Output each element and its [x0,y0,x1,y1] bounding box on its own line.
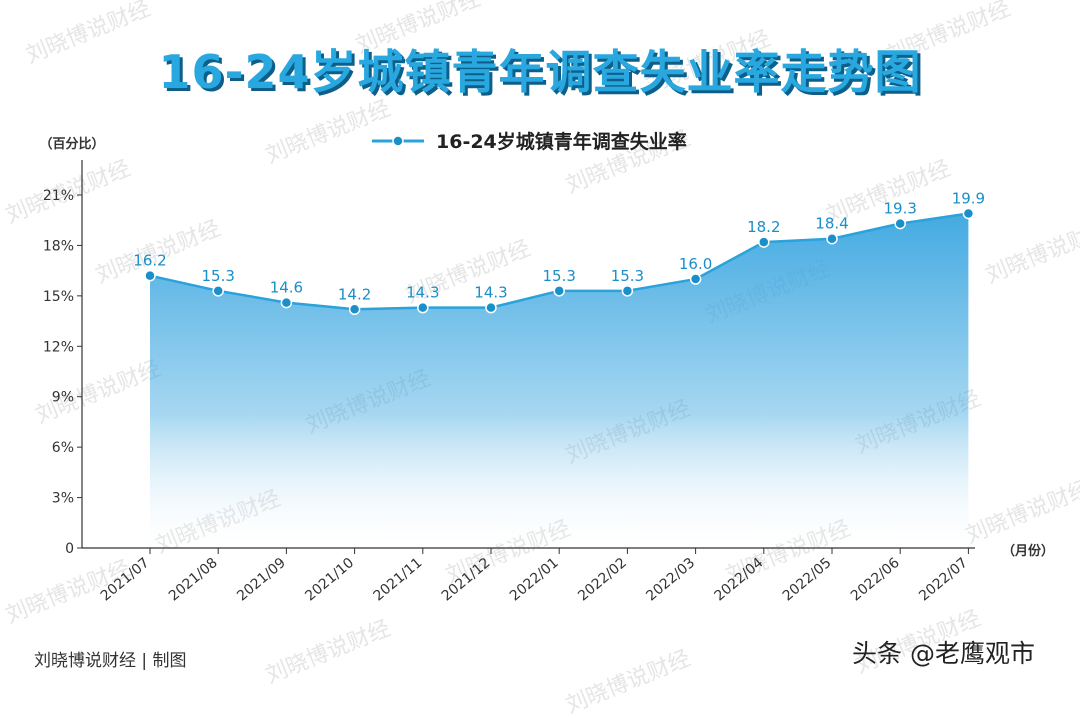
legend-marker [392,135,404,147]
x-tick-label: 2022/01 [507,555,562,605]
data-point [485,301,497,314]
data-point [689,273,702,285]
x-tick-label: 2021/12 [439,555,494,605]
y-tick-label: 6% [52,440,74,456]
x-axis-unit-label: （月份） [1002,543,1054,559]
footer-source: 头条 @老鹰观市 [852,639,1035,668]
y-tick-label: 3% [52,491,74,507]
data-point [212,285,224,297]
chart-title: 16-24岁城镇青年调查失业率走势图 [158,45,922,99]
x-tick-label: 2022/05 [780,555,835,605]
legend-label: 16-24岁城镇青年调查失业率 [436,130,687,153]
data-point [280,296,293,309]
data-label: 18.2 [747,218,780,236]
data-label: 19.3 [883,200,916,218]
data-point [621,285,634,297]
chart: 0 3% 6% 9% 12% 15% 18% 21% （百分比） 2021/07 2021/08 20… [39,130,1054,605]
data-point [417,301,429,314]
y-axis-unit-label: （百分比） [39,136,104,152]
data-point [553,285,565,297]
data-label: 14.3 [474,284,507,302]
data-label: 15.3 [542,267,575,285]
y-tick-label: 9% [52,390,74,406]
y-tick-label: 15% [43,289,74,305]
x-tick-label: 2021/09 [234,555,289,605]
data-label: 14.3 [406,284,439,302]
x-tick-label: 2021/10 [302,555,357,605]
data-label: 14.2 [338,285,371,303]
data-point [348,303,361,316]
data-label: 15.3 [201,267,234,285]
x-tick-label: 2022/02 [575,555,630,605]
footer-credit: 刘晓博说财经 | 制图 [34,651,187,671]
data-point [962,207,975,220]
data-label: 19.9 [952,189,985,207]
data-point [758,236,770,248]
x-tick-label: 2022/04 [712,555,767,605]
data-point [894,217,906,230]
y-tick-label: 18% [43,238,74,254]
data-label: 14.6 [270,279,303,297]
x-tick-label: 2021/08 [166,555,221,605]
data-label: 16.2 [133,252,166,270]
data-label: 15.3 [611,267,644,285]
x-tick-label: 2022/07 [916,555,971,605]
y-tick-label: 12% [43,339,74,355]
data-label: 16.0 [679,255,712,273]
y-tick-label: 0 [65,541,74,557]
x-tick-label: 2022/06 [848,555,903,605]
series-area [150,213,969,548]
y-tick-label: 21% [43,188,74,204]
data-label: 18.4 [815,215,848,233]
x-tick-label: 2022/03 [643,555,698,605]
x-tick-label: 2021/11 [371,555,426,605]
data-point [144,269,156,282]
data-point [826,232,838,245]
x-tick-label: 2021/07 [98,555,153,605]
